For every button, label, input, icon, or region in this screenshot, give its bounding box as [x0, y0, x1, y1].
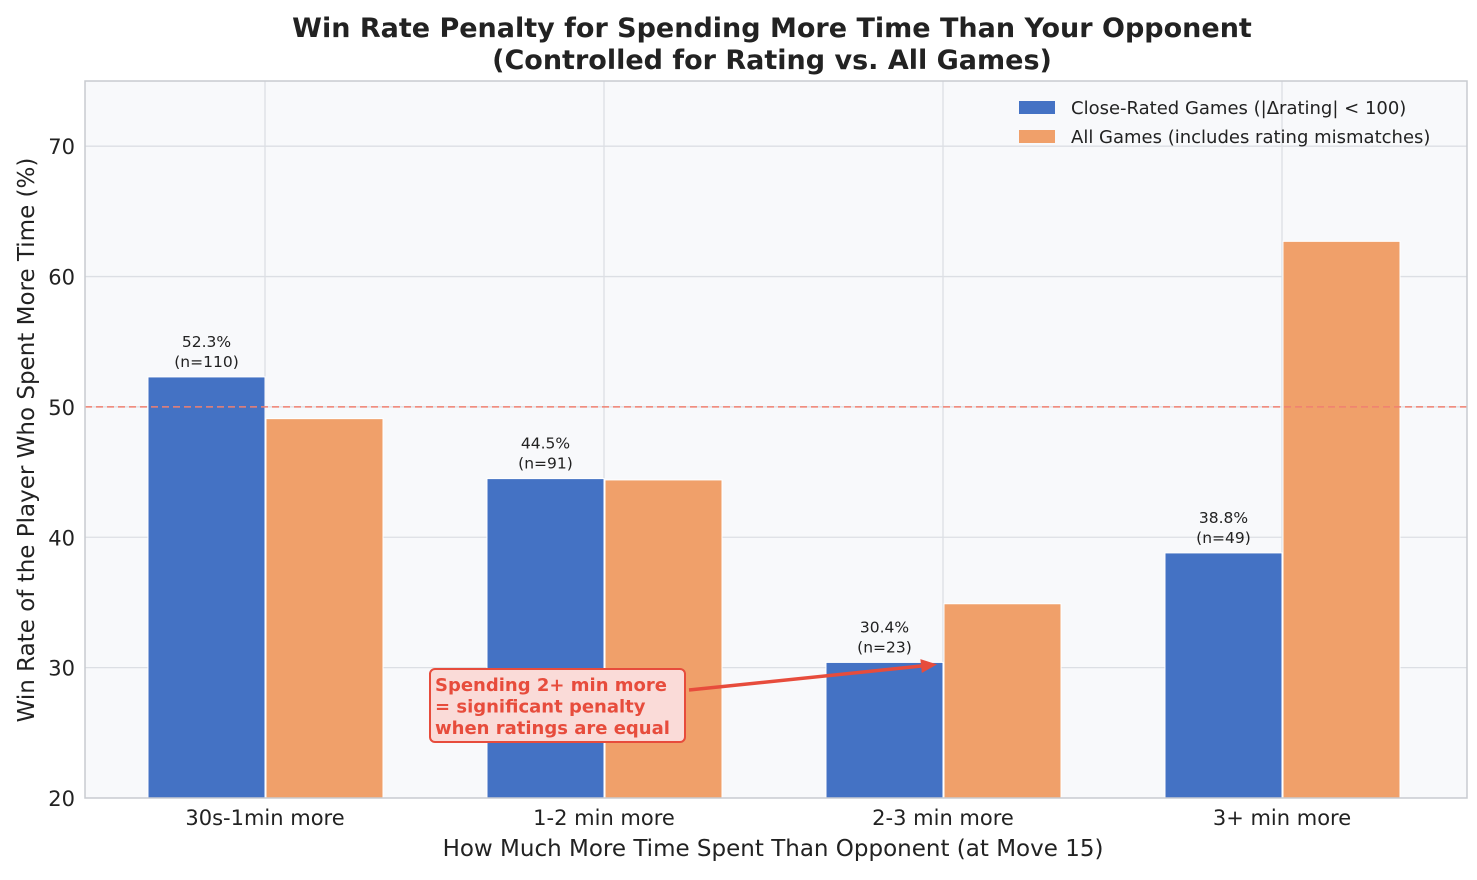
bar-all-games — [265, 418, 384, 799]
chart-subtitle: (Controlled for Rating vs. All Games) — [492, 45, 1052, 76]
y-tick-label: 30 — [48, 657, 75, 681]
legend-swatch — [1019, 101, 1055, 114]
annotation-box — [429, 668, 686, 743]
legend: Close-Rated Games (|Δrating| < 100) All G… — [1019, 98, 1430, 148]
y-tick-label: 70 — [48, 135, 75, 159]
x-tick-label: 2-3 min more — [872, 806, 1014, 830]
annotation-arrow-shaft — [688, 663, 928, 692]
bar-all-games — [604, 479, 723, 799]
y-tick-label: 40 — [48, 526, 75, 550]
data-label-count: (n=23) — [857, 638, 912, 656]
annotation-text: = significant penalty — [435, 697, 646, 718]
y-tick-label: 60 — [48, 266, 75, 290]
data-label-count: (n=110) — [174, 353, 239, 371]
legend-entry: All Games (includes rating mismatches) — [1071, 127, 1430, 148]
y-axis-label: Win Rate of the Player Who Spent More Ti… — [14, 158, 40, 723]
x-tick-label: 30s-1min more — [185, 806, 344, 830]
x-axis-label: How Much More Time Spent Than Opponent (… — [443, 836, 1104, 862]
legend-swatch — [1019, 130, 1055, 143]
bar-close-rated — [147, 376, 266, 799]
annotation-text: when ratings are equal — [435, 718, 670, 739]
chart-title: Win Rate Penalty for Spending More Time … — [292, 13, 1252, 44]
data-label-count: (n=49) — [1196, 529, 1251, 547]
annotation-text: Spending 2+ min more — [435, 675, 667, 696]
data-label-value: 30.4% — [860, 618, 909, 636]
bar-close-rated — [486, 478, 605, 799]
x-tick-label: 3+ min more — [1213, 806, 1351, 830]
data-label-value: 38.8% — [1199, 509, 1248, 527]
annotation-arrow-head — [920, 659, 937, 674]
data-label-value: 44.5% — [521, 435, 570, 453]
data-label-value: 52.3% — [182, 333, 231, 351]
y-tick-label: 50 — [48, 396, 75, 420]
x-tick-label: 1-2 min more — [533, 806, 675, 830]
bar-close-rated — [1164, 552, 1283, 799]
data-label-count: (n=91) — [518, 455, 573, 473]
bar-all-games — [943, 603, 1062, 799]
y-tick-label: 20 — [48, 787, 75, 811]
legend-entry: Close-Rated Games (|Δrating| < 100) — [1071, 98, 1406, 119]
plot-frame — [84, 80, 1468, 799]
bar-all-games — [1282, 240, 1401, 799]
bar-close-rated — [825, 661, 944, 799]
